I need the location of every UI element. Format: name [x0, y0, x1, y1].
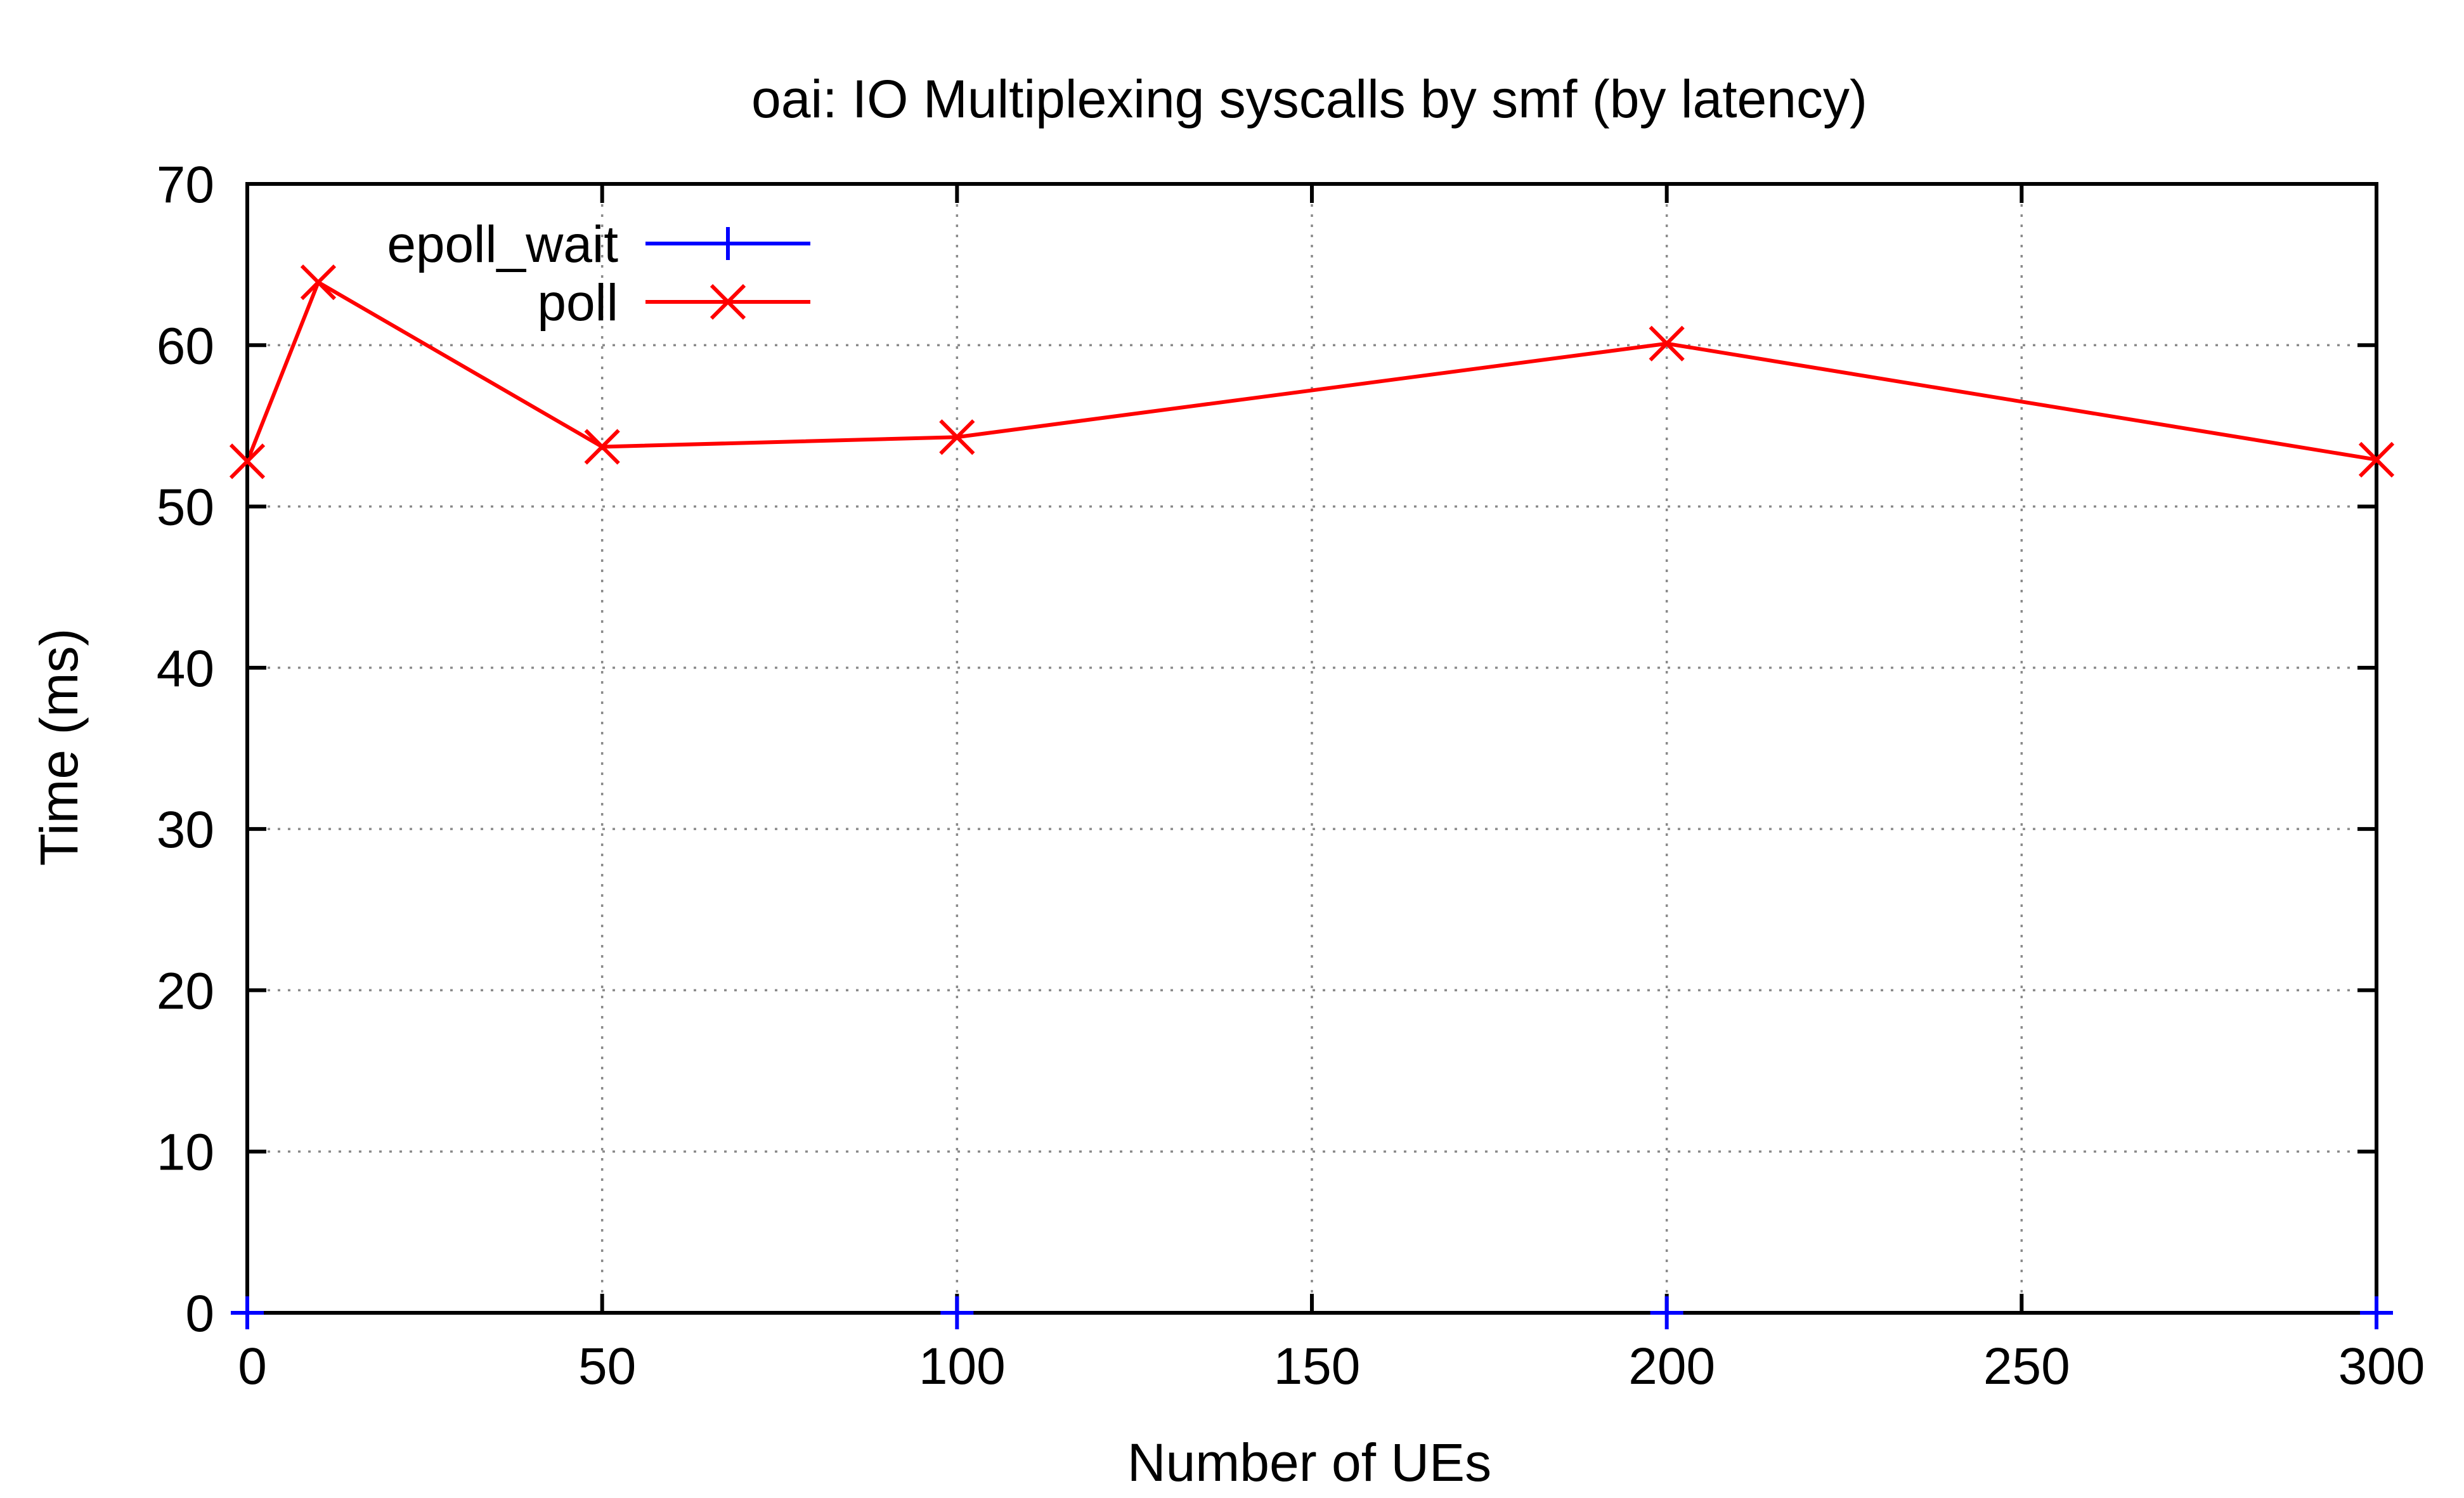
y-axis-tick-labels: 0 10 20 30 40 50 60 70 — [157, 156, 214, 1343]
x-tick-label: 100 — [919, 1338, 1006, 1395]
marker-cross-b — [229, 443, 266, 479]
legend-marker-poll — [710, 283, 746, 320]
x-axis-tick-labels: 0 50 100 150 200 250 300 — [238, 1338, 2425, 1395]
marker-cross-b — [710, 283, 746, 320]
data-point-epoll_wait — [940, 1296, 974, 1329]
y-axis-title: Time (ms) — [29, 629, 89, 866]
data-point-poll — [1649, 325, 1685, 361]
x-tick-label: 250 — [1983, 1338, 2070, 1395]
y-tick-label: 50 — [157, 479, 214, 537]
markers-layer — [229, 264, 2395, 1329]
marker-cross-b — [300, 264, 337, 301]
marker-cross-b — [1649, 325, 1685, 361]
marker-cross-b — [2358, 441, 2395, 478]
y-tick-label: 30 — [157, 801, 214, 859]
marker-cross-b — [939, 419, 975, 455]
x-tick-label: 50 — [578, 1338, 636, 1395]
y-tick-label: 40 — [157, 640, 214, 698]
x-tick-label: 200 — [1628, 1338, 1715, 1395]
y-tick-label: 0 — [185, 1285, 214, 1343]
x-tick-label: 150 — [1274, 1338, 1361, 1395]
data-point-poll — [939, 419, 975, 455]
x-axis-title: Number of UEs — [1127, 1433, 1491, 1492]
y-tick-label: 20 — [157, 962, 214, 1020]
data-point-poll — [229, 443, 266, 479]
plot-frame — [245, 182, 2378, 1315]
y-tick-label: 10 — [157, 1124, 214, 1182]
data-point-poll — [2358, 441, 2395, 478]
legend-marker-epoll_wait — [711, 227, 744, 260]
chart-title: oai: IO Multiplexing syscalls by smf (by… — [751, 69, 1867, 129]
y-tick-label: 60 — [157, 317, 214, 375]
data-point-epoll_wait — [1650, 1296, 1683, 1329]
data-point-poll — [584, 429, 620, 465]
series-line-poll — [245, 279, 2377, 462]
x-tick-label: 300 — [2338, 1338, 2425, 1395]
legend-label-epoll_wait: epoll_wait — [387, 216, 618, 273]
y-tick-label: 70 — [157, 156, 214, 214]
axis-ticks — [245, 182, 2378, 1315]
x-tick-label: 0 — [238, 1338, 267, 1395]
data-point-poll — [300, 264, 337, 301]
grid-lines — [247, 184, 2376, 1313]
data-point-epoll_wait — [231, 1296, 264, 1329]
data-point-epoll_wait — [2360, 1296, 2393, 1329]
marker-cross-b — [584, 429, 620, 465]
legend-label-poll: poll — [537, 274, 618, 332]
